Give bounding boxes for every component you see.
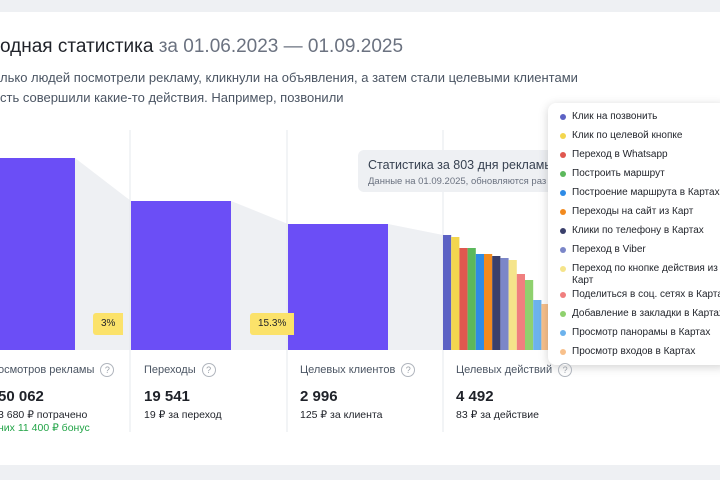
legend-label: Построить маршрут <box>572 168 665 179</box>
funnel-label: Целевых клиентов? <box>300 363 416 377</box>
funnel-detail: них 11 400 ₽ бонус <box>0 422 90 434</box>
title: одная статистика за 01.06.2023 — 01.09.2… <box>0 36 403 58</box>
action-bar <box>451 237 460 350</box>
help-icon: ? <box>401 363 416 377</box>
action-bar <box>541 304 550 350</box>
legend-swatch <box>560 228 566 234</box>
legend: Клик на позвонить Клик по целевой кнопке П… <box>548 103 720 365</box>
label-text: Переходы <box>144 363 196 376</box>
help-icon: ? <box>201 363 216 377</box>
legend-label: Поделиться в соц. сетях в Картах <box>572 289 720 300</box>
funnel-label: Целевых действий? <box>456 363 573 377</box>
funnel-value: 19 541 <box>144 388 190 405</box>
legend-swatch <box>560 190 566 196</box>
funnel-label: Переходы? <box>144 363 216 377</box>
legend-swatch <box>560 171 566 177</box>
legend-swatch <box>560 152 566 158</box>
action-bar <box>492 256 501 350</box>
legend-item[interactable]: Переход в Viber <box>560 244 720 256</box>
legend-label: Переход по кнопке действия из Карт <box>572 263 718 286</box>
legend-swatch <box>560 266 566 272</box>
action-bar <box>500 258 509 350</box>
action-bar <box>508 260 517 350</box>
tooltip-note: Данные на 01.09.2025, обновляются раз в <box>368 176 554 187</box>
legend-item[interactable]: Переход в Whatsapp <box>560 149 720 161</box>
legend-item[interactable]: Переходы на сайт из Карт <box>560 206 720 218</box>
legend-item[interactable]: Клики по телефону в Картах <box>560 225 720 237</box>
funnel-value: 2 996 <box>300 388 338 405</box>
legend-item[interactable]: Поделиться в соц. сетях в Картах <box>560 289 720 301</box>
legend-label: Переход в Viber <box>572 244 646 255</box>
title-text: одная статистика <box>0 36 154 57</box>
tooltip-title: Статистика за 803 дня рекламы <box>368 158 554 172</box>
action-bar <box>459 248 468 350</box>
legend-item[interactable]: Построить маршрут <box>560 168 720 180</box>
funnel-value: 50 062 <box>0 388 44 405</box>
funnel-detail: 125 ₽ за клиента <box>300 409 383 421</box>
legend-label: Клики по телефону в Картах <box>572 225 704 236</box>
tooltip: Статистика за 803 дня рекламы Данные на … <box>358 150 560 192</box>
action-bar <box>475 254 484 350</box>
action-bar <box>467 248 476 350</box>
legend-item[interactable]: Добавление в закладки в Картах <box>560 308 720 320</box>
legend-label: Просмотр панорамы в Картах <box>572 327 711 338</box>
help-icon: ? <box>558 363 573 377</box>
help-icon: ? <box>100 363 115 377</box>
legend-label: Добавление в закладки в Картах <box>572 308 720 319</box>
legend-item[interactable]: Построение маршрута в Картах <box>560 187 720 199</box>
funnel-detail: 83 ₽ за действие <box>456 409 539 421</box>
legend-label: Клик по целевой кнопке <box>572 130 683 141</box>
label-text: Целевых клиентов <box>300 363 396 376</box>
action-bar <box>533 300 542 350</box>
funnel-value: 4 492 <box>456 388 494 405</box>
funnel-detail: 3 680 ₽ потрачено <box>0 409 88 421</box>
label-text: Целевых действий <box>456 363 553 376</box>
period: за 01.06.2023 — 01.09.2025 <box>158 36 404 57</box>
conversion-badge: 3% <box>93 313 124 335</box>
label-text: осмотров рекламы <box>0 363 95 376</box>
conversion-badge: 15.3% <box>250 313 295 335</box>
legend-label: Просмотр входов в Картах <box>572 346 696 357</box>
funnel-detail: 19 ₽ за переход <box>144 409 222 421</box>
action-bar <box>484 254 493 350</box>
description: сть совершили какие-то действия. Наприме… <box>0 90 344 105</box>
legend-item[interactable]: Клик по целевой кнопке <box>560 130 720 142</box>
action-bar <box>516 274 525 350</box>
legend-label: Переходы на сайт из Карт <box>572 206 694 217</box>
description: лько людей посмотрели рекламу, кликнули … <box>0 70 578 85</box>
funnel-bar <box>0 158 75 350</box>
legend-swatch <box>560 349 566 355</box>
legend-item[interactable]: Просмотр панорамы в Картах <box>560 327 720 339</box>
legend-item[interactable]: Переход по кнопке действия из Карт <box>560 263 720 287</box>
action-bar <box>525 280 534 350</box>
legend-swatch <box>560 133 566 139</box>
legend-item[interactable]: Клик на позвонить <box>560 111 720 123</box>
legend-swatch <box>560 209 566 215</box>
funnel-label: осмотров рекламы? <box>0 363 115 377</box>
legend-label: Переход в Whatsapp <box>572 149 668 160</box>
action-bar <box>443 235 452 350</box>
legend-swatch <box>560 114 566 120</box>
legend-label: Построение маршрута в Картах <box>572 187 720 198</box>
legend-swatch <box>560 247 566 253</box>
funnel-bar <box>131 201 231 350</box>
legend-swatch <box>560 330 566 336</box>
legend-swatch <box>560 311 566 317</box>
legend-item[interactable]: Просмотр входов в Картах <box>560 346 720 358</box>
funnel-bar <box>288 224 388 350</box>
legend-swatch <box>560 292 566 298</box>
legend-label: Клик на позвонить <box>572 111 658 122</box>
